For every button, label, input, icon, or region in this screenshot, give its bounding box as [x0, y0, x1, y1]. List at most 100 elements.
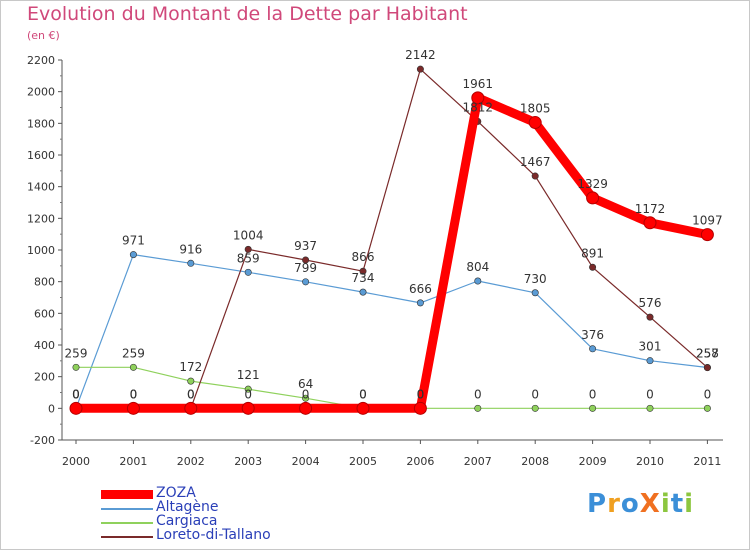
data-label: 1805 [520, 102, 551, 116]
logo-letter: i [684, 489, 695, 519]
data-point [531, 289, 539, 297]
data-label: 0 [72, 387, 80, 401]
y-tick-label: 1000 [27, 244, 55, 257]
series-line-cargiaca [75, 366, 709, 409]
data-point [646, 357, 654, 365]
data-label: 0 [244, 387, 252, 401]
data-point [244, 268, 252, 276]
legend-swatch-loreto [101, 536, 153, 538]
x-tick-label: 2006 [406, 455, 434, 468]
x-tick-label: 2001 [119, 455, 147, 468]
data-label: 172 [179, 360, 202, 374]
logo-letter: o [620, 489, 640, 519]
data-label: 937 [294, 239, 317, 253]
data-point [299, 401, 313, 415]
x-tick-label: 2002 [177, 455, 205, 468]
data-label: 0 [417, 387, 425, 401]
proxiti-logo: ProXiti [587, 489, 694, 519]
x-tick-label: 2003 [234, 455, 262, 468]
data-label: 1004 [233, 228, 264, 242]
data-label: 64 [298, 377, 313, 391]
data-label: 1961 [463, 77, 494, 91]
data-label: 859 [237, 251, 260, 265]
data-label: 0 [704, 387, 712, 401]
legend-label-loreto: Loreto-di-Tallano [156, 527, 271, 543]
data-label: 121 [237, 368, 260, 382]
y-tick-label: 1600 [27, 149, 55, 162]
data-point [474, 404, 482, 412]
data-label: 0 [417, 387, 425, 401]
data-label: 0 [72, 387, 80, 401]
y-tick-label: 400 [34, 339, 55, 352]
data-point [703, 404, 711, 412]
data-point [72, 363, 80, 371]
data-point [413, 401, 427, 415]
data-label: 0 [130, 387, 138, 401]
data-label: 259 [65, 346, 88, 360]
data-point [129, 251, 137, 259]
x-tick-label: 2007 [464, 455, 492, 468]
data-label: 2142 [405, 48, 436, 62]
data-point [589, 404, 597, 412]
data-label: 1812 [463, 100, 494, 114]
data-point [703, 364, 711, 372]
data-label: 971 [122, 234, 145, 248]
data-label: 1097 [692, 214, 723, 228]
data-point [129, 363, 137, 371]
x-tick-label: 2005 [349, 455, 377, 468]
data-label: 666 [409, 282, 432, 296]
y-tick-label: 1800 [27, 117, 55, 130]
data-point [302, 394, 310, 402]
data-label: 799 [294, 261, 317, 275]
data-point [416, 299, 424, 307]
legend-label-zoza: ZOZA [156, 485, 196, 501]
data-point [531, 404, 539, 412]
data-label: 916 [179, 242, 202, 256]
data-label: 0 [187, 387, 195, 401]
y-tick-label: 1400 [27, 181, 55, 194]
data-label: 891 [581, 246, 604, 260]
data-point [184, 401, 198, 415]
data-point [126, 401, 140, 415]
data-point [589, 345, 597, 353]
data-point [589, 263, 597, 271]
data-point [187, 259, 195, 267]
data-point [69, 401, 83, 415]
series-line-zoza [71, 93, 712, 413]
data-point [244, 385, 252, 393]
data-label: 734 [352, 271, 375, 285]
legend-swatch-altagene [101, 508, 153, 510]
series-line-altag-ne [75, 254, 709, 409]
logo-letter: r [607, 489, 621, 519]
data-label: 258 [696, 346, 719, 360]
data-point [359, 267, 367, 275]
data-label: 804 [466, 260, 489, 274]
y-tick-label: 0 [48, 402, 55, 415]
logo-letter: P [587, 489, 608, 519]
x-tick-label: 2009 [579, 455, 607, 468]
legend-label-cargiaca: Cargiaca [156, 513, 218, 529]
x-tick-label: 2000 [62, 455, 90, 468]
legend-swatch-zoza [101, 490, 153, 499]
data-point [302, 256, 310, 264]
data-label: 0 [130, 387, 138, 401]
data-label: 0 [359, 387, 367, 401]
data-label: 1329 [577, 177, 608, 191]
data-point [646, 404, 654, 412]
data-label: 376 [581, 328, 604, 342]
data-label: 1467 [520, 155, 551, 169]
data-point [244, 245, 252, 253]
data-point [302, 278, 310, 286]
data-label: 0 [589, 387, 597, 401]
data-label: 0 [187, 387, 195, 401]
data-point [646, 313, 654, 321]
logo-letter: t [670, 489, 685, 519]
y-tick-label: 2200 [27, 54, 55, 67]
legend-swatch-cargiaca [101, 522, 153, 524]
data-point [359, 288, 367, 296]
data-label: 0 [474, 387, 482, 401]
data-point [643, 216, 657, 230]
y-tick-label: 2000 [27, 86, 55, 99]
data-point [700, 228, 714, 242]
